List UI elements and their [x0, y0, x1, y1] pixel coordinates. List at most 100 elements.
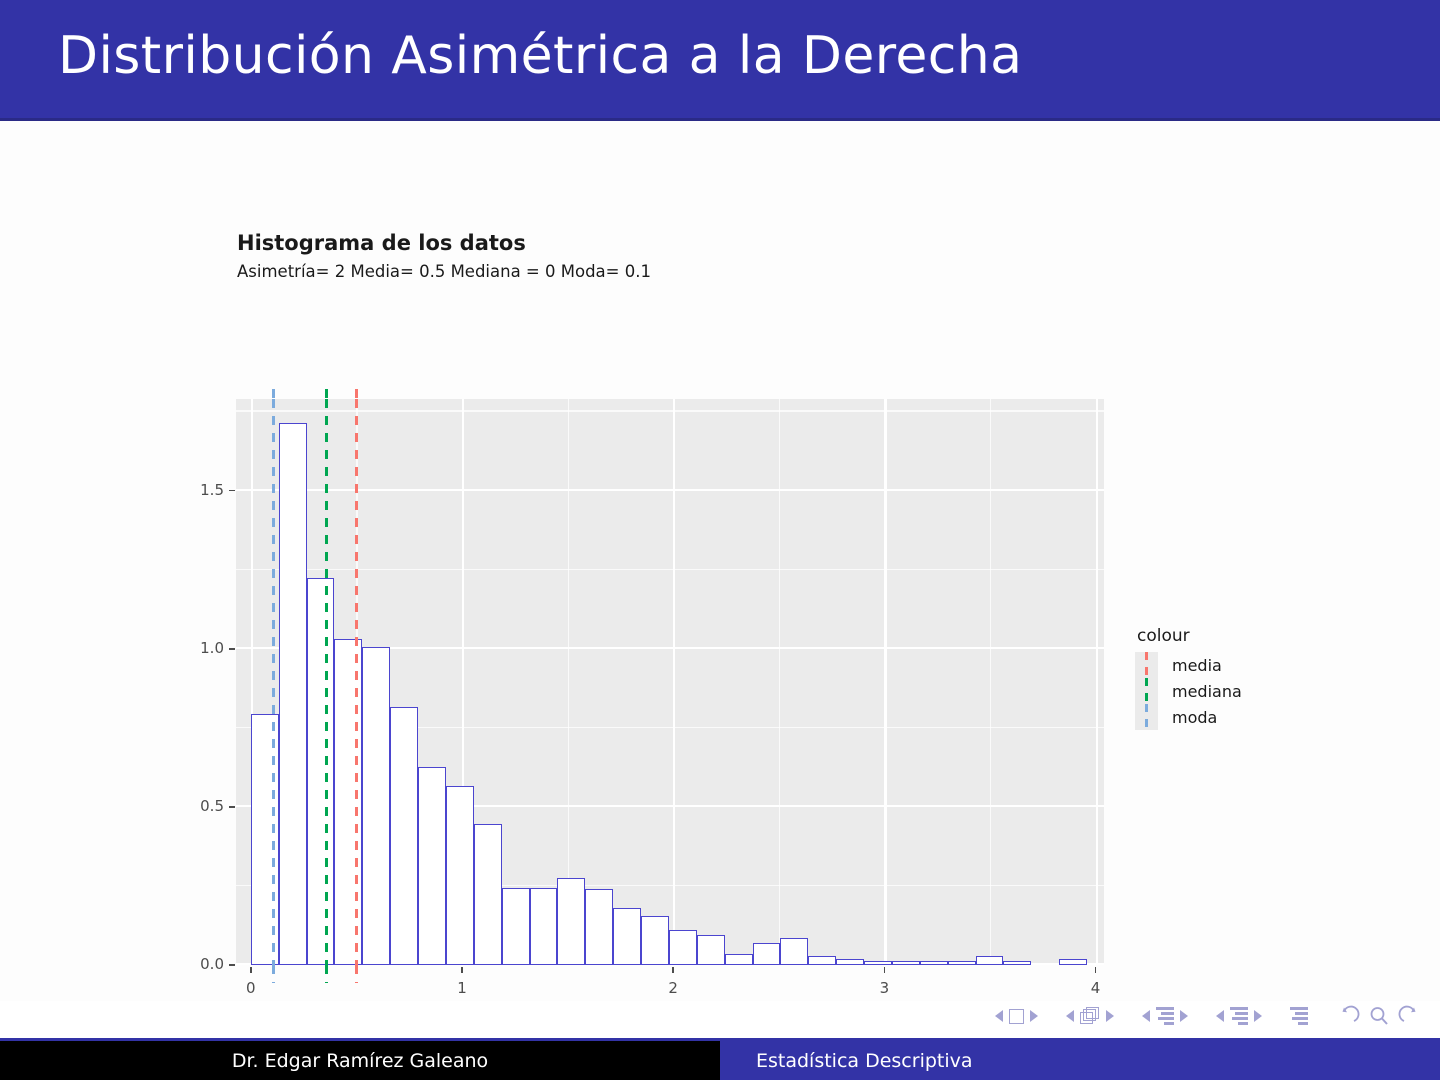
- prev-subsection-arrow-icon[interactable]: [1142, 1010, 1150, 1022]
- vline-media: [354, 399, 358, 965]
- x-axis-tick-mark: [883, 967, 886, 973]
- x-axis-tick-label: 2: [668, 979, 678, 997]
- gridline-minor-vertical: [778, 399, 780, 965]
- legend-entry: media: [1135, 652, 1325, 678]
- histogram-figure: Histograma de los datos Asimetría= 2 Med…: [190, 231, 1350, 997]
- legend-entries: media mediana moda: [1135, 652, 1325, 730]
- legend-entry-label: mediana: [1172, 681, 1242, 701]
- y-axis-tick-mark: [229, 806, 235, 808]
- slide-nav-group: [995, 1008, 1038, 1024]
- histogram-bar: [501, 887, 530, 965]
- vline-stub-mediana: [325, 389, 329, 399]
- slide-footer: Dr. Edgar Ramírez Galeano Estadística De…: [0, 1041, 1440, 1080]
- vline-stub-moda: [271, 389, 276, 399]
- x-axis-tick-mark: [672, 967, 674, 973]
- histogram-bar: [445, 786, 474, 965]
- y-axis-tick-label: 1.0: [200, 638, 224, 657]
- histogram-bar: [947, 961, 976, 965]
- y-axis-tick-label: 0.0: [200, 955, 224, 973]
- histogram-bar: [836, 959, 865, 965]
- title-underline: [0, 118, 1440, 121]
- histogram-bar: [1059, 959, 1088, 965]
- legend-key-moda: [1135, 704, 1158, 730]
- histogram-bar: [585, 889, 614, 965]
- gridline-minor-horizontal: [236, 410, 1104, 412]
- section-nav-group: [1216, 1007, 1262, 1025]
- prev-slide-arrow-icon[interactable]: [995, 1010, 1003, 1022]
- subsection-lines-icon[interactable]: [1156, 1007, 1174, 1025]
- legend-title: colour: [1137, 626, 1190, 646]
- gridline-major-horizontal: [236, 646, 1104, 649]
- subsection-nav-group: [1142, 1007, 1188, 1025]
- gridline-major-vertical: [673, 399, 676, 965]
- histogram-bar: [808, 955, 837, 965]
- histogram-bar: [668, 930, 697, 965]
- gridline-minor-horizontal: [236, 568, 1104, 570]
- prev-frame-arrow-icon[interactable]: [1066, 1010, 1074, 1022]
- x-axis-tick-label: 0: [246, 979, 256, 997]
- x-axis-tick-label: 1: [457, 979, 467, 997]
- next-slide-arrow-icon[interactable]: [1030, 1010, 1038, 1022]
- x-axis-tick-mark: [1094, 967, 1097, 973]
- y-axis-tick-mark: [229, 964, 235, 966]
- search-icon[interactable]: [1367, 1004, 1391, 1028]
- gridline-major-vertical: [1095, 399, 1098, 965]
- chart-legend: colour media mediana moda: [1135, 626, 1325, 730]
- gridline-major-vertical: [884, 399, 887, 965]
- forward-icon[interactable]: [1398, 1004, 1422, 1028]
- back-icon[interactable]: [1336, 1004, 1360, 1028]
- y-axis-tick-label: 1.5: [200, 480, 224, 499]
- x-axis-tick-label: 3: [879, 979, 890, 997]
- histogram-bar: [1003, 961, 1032, 965]
- x-axis-tick-label: 4: [1090, 979, 1101, 997]
- vline-stub-mediana: [325, 965, 329, 983]
- histogram-bar: [473, 824, 502, 965]
- vline-stub-media: [354, 389, 358, 399]
- histogram-bar: [306, 577, 335, 965]
- navbar-rule: [0, 1038, 1440, 1041]
- vline-moda: [271, 399, 276, 965]
- section-lines-icon[interactable]: [1230, 1007, 1248, 1025]
- vline-stub-moda: [271, 965, 276, 983]
- next-subsection-arrow-icon[interactable]: [1180, 1010, 1188, 1022]
- gridline-minor-vertical: [567, 399, 569, 965]
- y-axis-tick-mark: [229, 647, 235, 650]
- histogram-bar: [752, 942, 781, 965]
- histogram-bar: [390, 707, 419, 965]
- histogram-bar: [557, 878, 586, 965]
- next-section-arrow-icon[interactable]: [1254, 1010, 1262, 1022]
- legend-entry: moda: [1135, 704, 1325, 730]
- histogram-bar: [418, 767, 446, 965]
- chart-title: Histograma de los datos: [237, 231, 526, 255]
- footer-author-label: Dr. Edgar Ramírez Galeano: [231, 1049, 489, 1072]
- legend-entry-label: moda: [1172, 707, 1218, 727]
- y-axis-tick-mark: [229, 489, 235, 492]
- histogram-bar: [696, 934, 725, 965]
- footer-author: Dr. Edgar Ramírez Galeano: [0, 1041, 720, 1080]
- histogram-bar: [864, 961, 892, 965]
- histogram-bar: [362, 647, 391, 965]
- slide-square-icon[interactable]: [1009, 1008, 1024, 1024]
- gridline-minor-horizontal: [236, 884, 1104, 886]
- toc-lines-icon[interactable]: [1290, 1007, 1308, 1025]
- legend-entry-label: media: [1172, 655, 1222, 675]
- footer-course: Estadística Descriptiva: [720, 1041, 1440, 1080]
- histogram-bar: [641, 916, 669, 965]
- prev-section-arrow-icon[interactable]: [1216, 1010, 1224, 1022]
- legend-key-mediana: [1135, 678, 1158, 704]
- legend-entry: mediana: [1135, 678, 1325, 704]
- slide-title-banner: [0, 0, 1440, 118]
- histogram-bar: [334, 639, 363, 965]
- frames-stack-icon[interactable]: [1080, 1007, 1100, 1025]
- plot-panel: [236, 399, 1104, 965]
- x-axis-tick-mark: [461, 967, 463, 973]
- gridline-major-horizontal: [236, 804, 1104, 807]
- gridline-minor-vertical: [989, 399, 992, 965]
- next-frame-arrow-icon[interactable]: [1106, 1010, 1114, 1022]
- histogram-bar: [891, 961, 920, 965]
- beamer-navigation-bar: [0, 1000, 1440, 1040]
- histogram-bar: [529, 887, 558, 965]
- y-axis-tick-label: 0.5: [200, 796, 224, 815]
- vline-stub-media: [354, 965, 358, 983]
- gridline-major-horizontal: [236, 488, 1104, 491]
